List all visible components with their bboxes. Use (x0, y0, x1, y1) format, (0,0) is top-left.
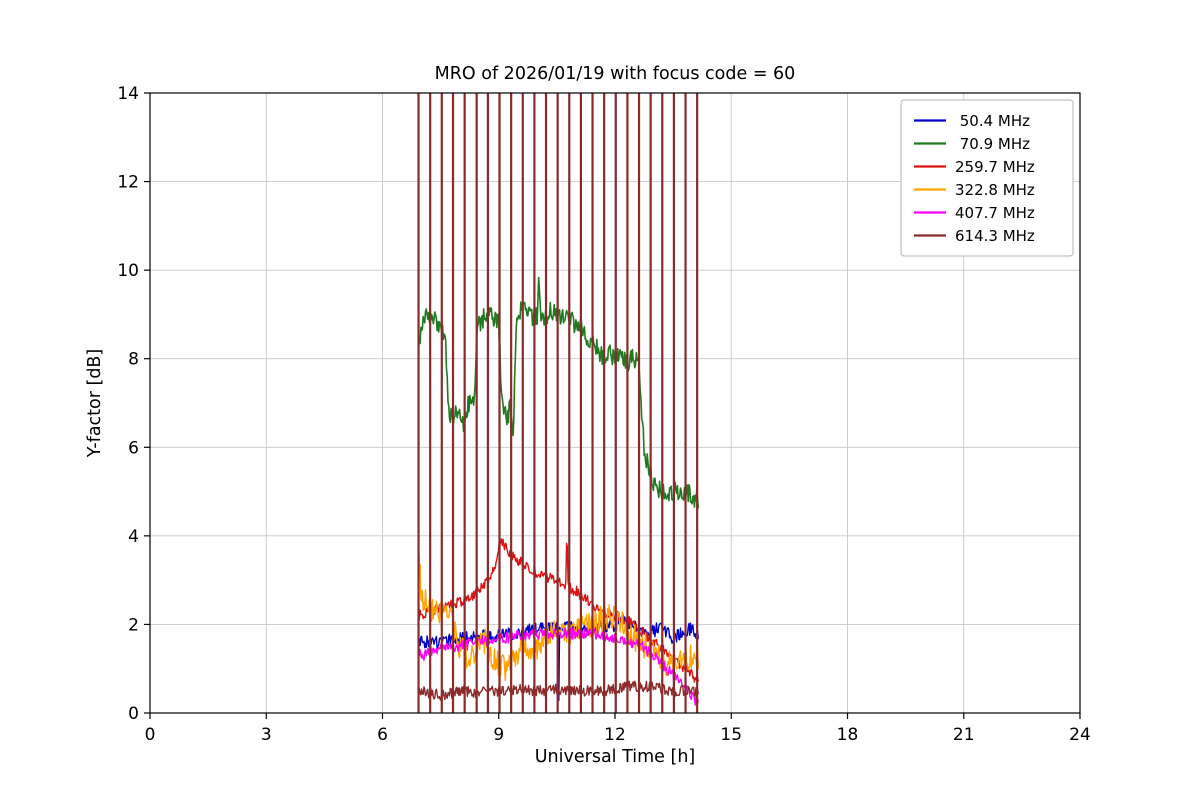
legend-label: 70.9 MHz (955, 135, 1030, 153)
x-axis: 0 3 6 9 12 15 18 21 24 (145, 713, 1091, 745)
spike-lines (417, 93, 699, 713)
x-tick-label: 21 (953, 725, 975, 745)
legend-item: 614.3 MHz (914, 227, 1035, 245)
x-tick-label: 3 (261, 725, 272, 745)
legend: 50.4 MHz 70.9 MHz 259.7 MHz 322.8 MHz 407.7… (900, 99, 1074, 257)
y-axis: 0 2 4 6 8 10 12 14 (117, 84, 150, 724)
x-tick-label: 9 (493, 725, 504, 745)
legend-label: 259.7 MHz (955, 158, 1035, 176)
legend-label: 50.4 MHz (955, 112, 1030, 130)
x-tick-label: 12 (604, 725, 626, 745)
legend-item: 407.7 MHz (914, 204, 1035, 222)
x-tick-label: 24 (1069, 725, 1091, 745)
y-axis-label: Y-factor [dB] (85, 349, 105, 459)
legend-item: 70.9 MHz (914, 135, 1030, 153)
y-tick-label: 4 (128, 527, 139, 547)
legend-box (900, 99, 1074, 257)
legend-item: 50.4 MHz (914, 112, 1030, 130)
legend-label: 407.7 MHz (955, 204, 1035, 222)
y-tick-label: 10 (117, 261, 139, 281)
y-tick-label: 12 (117, 173, 139, 193)
legend-item: 322.8 MHz (914, 181, 1035, 199)
y-tick-label: 6 (128, 438, 139, 458)
y-tick-label: 0 (128, 704, 139, 724)
x-tick-label: 18 (837, 725, 859, 745)
y-tick-label: 14 (117, 84, 139, 104)
chart-title: MRO of 2026/01/19 with focus code = 60 (435, 64, 796, 84)
legend-label: 322.8 MHz (955, 181, 1035, 199)
x-tick-label: 6 (377, 725, 388, 745)
series-70-9-mhz (418, 276, 700, 509)
y-tick-label: 8 (128, 350, 139, 370)
legend-item: 259.7 MHz (914, 158, 1035, 176)
x-axis-label: Universal Time [h] (535, 747, 695, 767)
x-tick-label: 0 (145, 725, 156, 745)
legend-label: 614.3 MHz (955, 227, 1035, 245)
x-tick-label: 15 (720, 725, 742, 745)
y-tick-label: 2 (128, 615, 139, 635)
